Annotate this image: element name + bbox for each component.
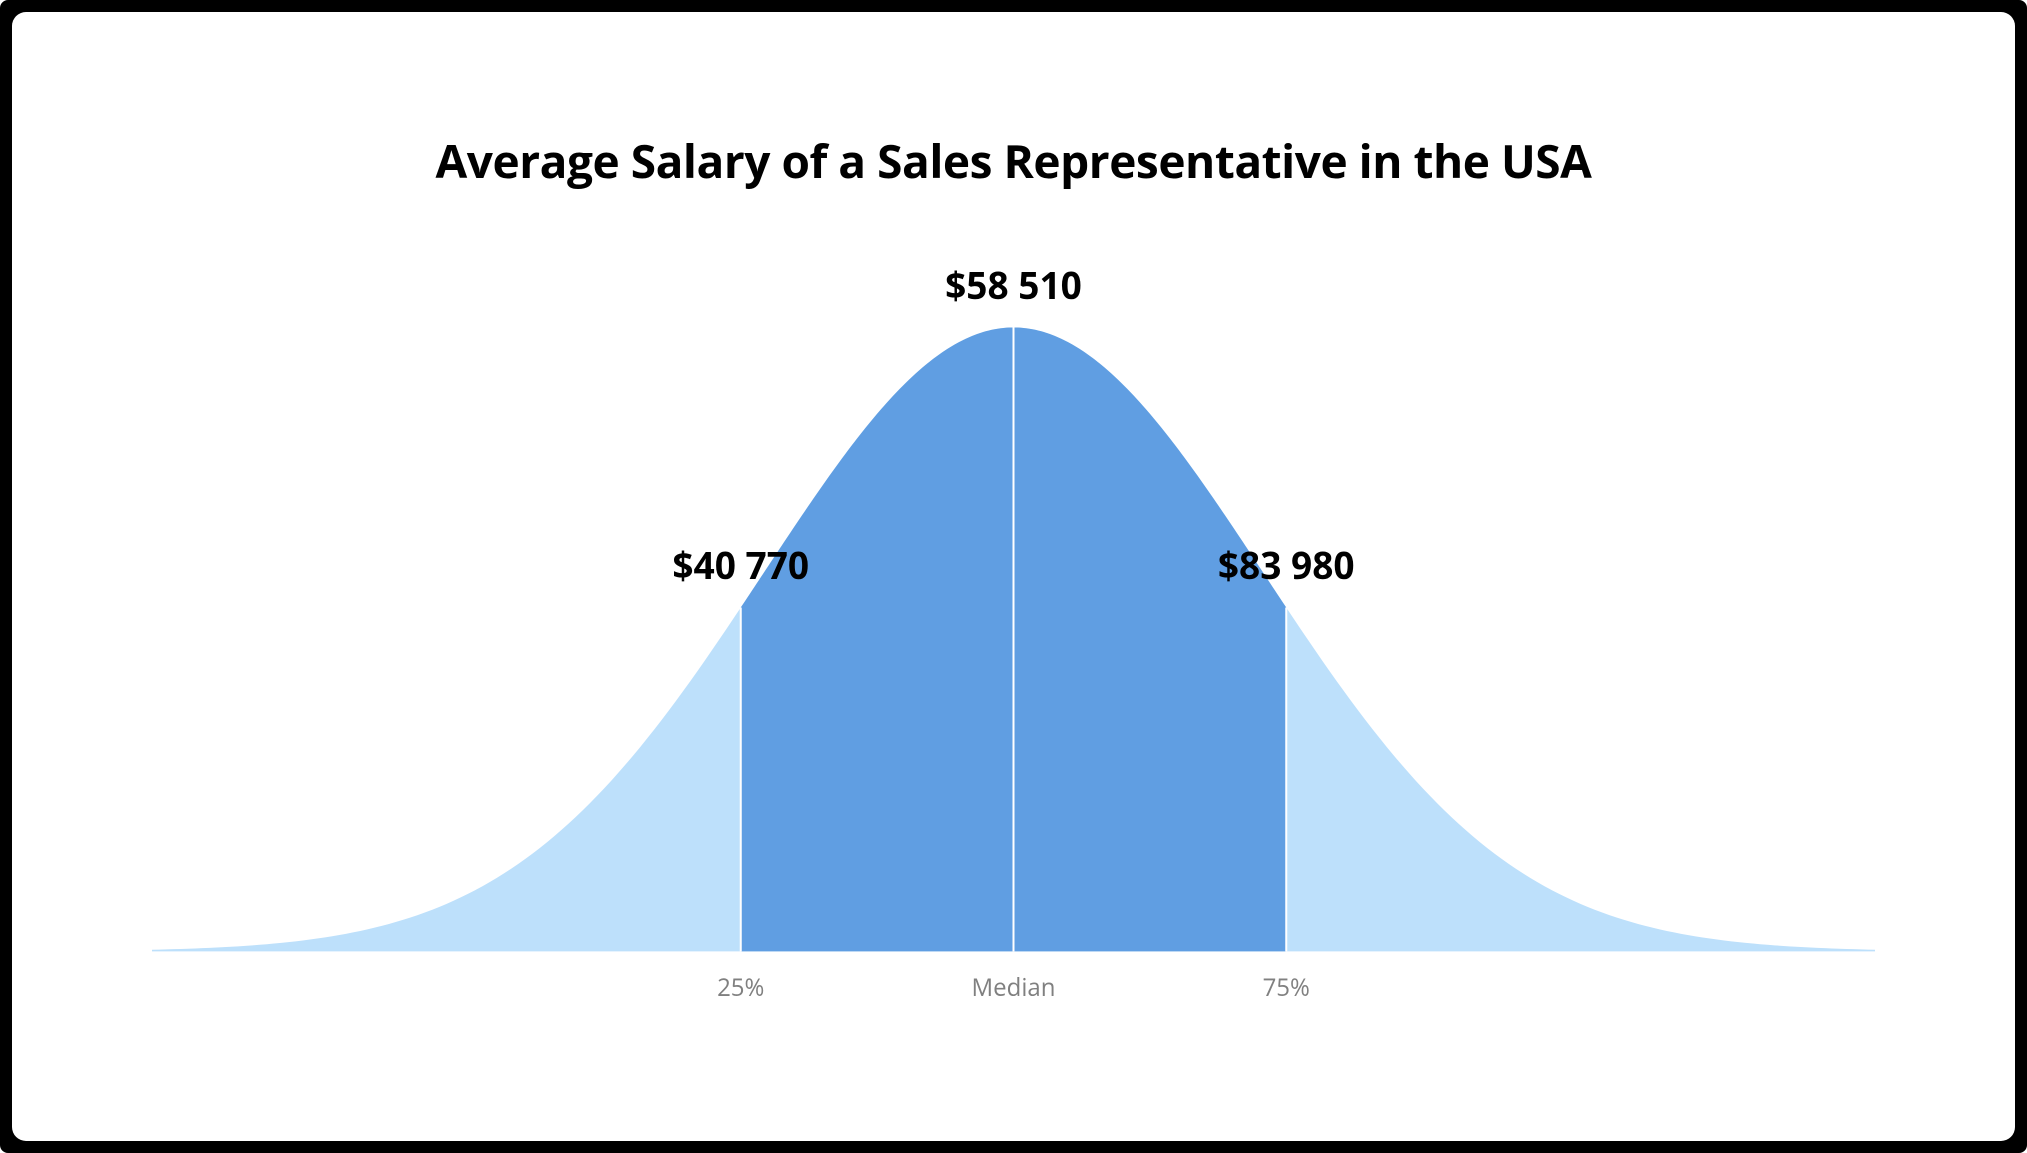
p75-value-label: $83 980	[1218, 539, 1355, 590]
chart-card: Average Salary of a Sales Representative…	[12, 12, 2015, 1141]
p25-value-label: $40 770	[672, 539, 809, 590]
chart-title: Average Salary of a Sales Representative…	[12, 130, 2015, 192]
bell-curve-svg: $40 770 $58 510 $83 980 25% Median 75%	[152, 292, 1875, 1001]
chart-area: $40 770 $58 510 $83 980 25% Median 75%	[152, 292, 1875, 1001]
median-axis-label: Median	[972, 971, 1056, 1004]
chart-frame: Average Salary of a Sales Representative…	[0, 0, 2027, 1153]
median-value-label: $58 510	[945, 259, 1082, 310]
p75-axis-label: 75%	[1263, 971, 1310, 1004]
p25-axis-label: 25%	[717, 971, 764, 1004]
